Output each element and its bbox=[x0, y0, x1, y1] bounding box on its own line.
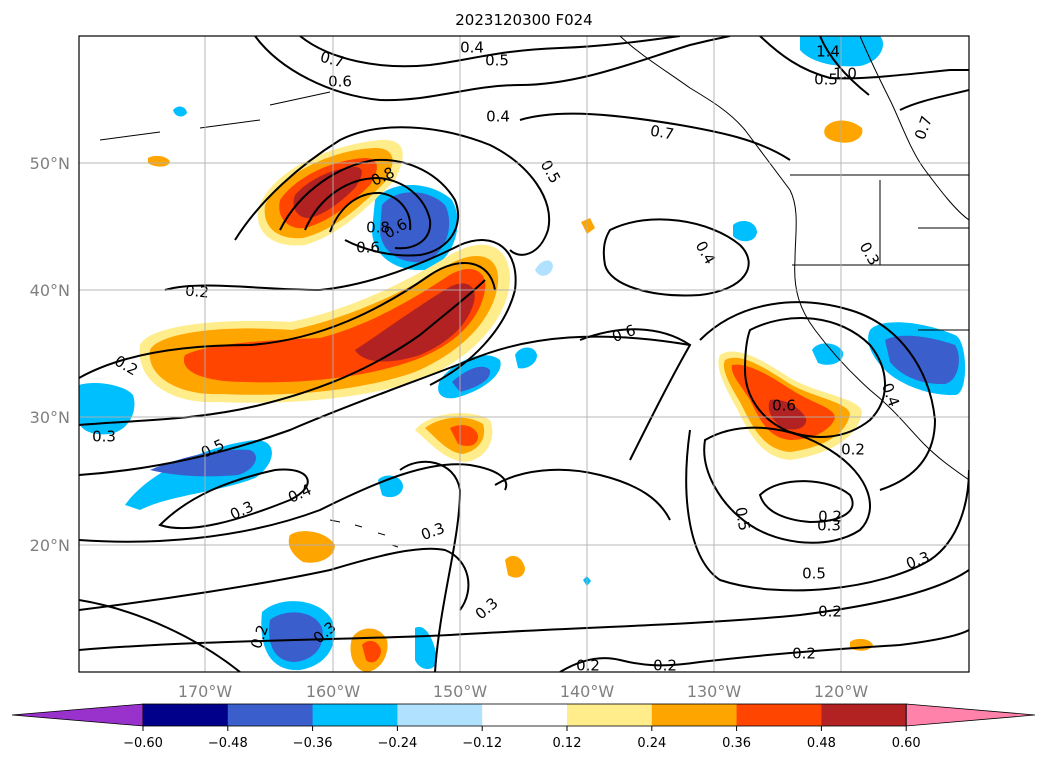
lon-label: 120°W bbox=[814, 682, 869, 701]
colorbar-tick-label: −0.36 bbox=[293, 736, 333, 751]
colorbar-tick-label: −0.60 bbox=[123, 736, 163, 751]
contour-label: 0.6 bbox=[772, 397, 796, 415]
lat-label: 30°N bbox=[30, 408, 70, 427]
lat-label: 20°N bbox=[30, 536, 70, 555]
colorbar: −0.60 −0.48 −0.36 −0.24 −0.12 0.12 0.24 0.36 0.4… bbox=[11, 703, 1036, 751]
colorbar-frame bbox=[142, 703, 907, 727]
colorbar-swatch bbox=[651, 704, 738, 726]
contour-label: 0.2 bbox=[653, 657, 677, 675]
colorbar-tick-label: −0.24 bbox=[377, 736, 417, 751]
contour-label: 0.6 bbox=[356, 239, 380, 257]
contour-label: 0.8 bbox=[366, 219, 390, 237]
colorbar-tick-label: −0.48 bbox=[208, 736, 248, 751]
contour-label: 0.2 bbox=[184, 281, 209, 301]
lat-label: 50°N bbox=[30, 154, 70, 173]
contour-label: 0.2 bbox=[792, 645, 816, 663]
contour-label: 0.3 bbox=[92, 428, 116, 446]
colorbar-extend-high bbox=[905, 703, 1036, 727]
colorbar-tick-label: 0.48 bbox=[807, 736, 836, 751]
contour-label: 0.3 bbox=[817, 517, 841, 535]
contour-label: 0.2 bbox=[818, 508, 842, 526]
contour-lines bbox=[79, 36, 969, 672]
colorbar-swatch bbox=[397, 704, 483, 726]
gridlines bbox=[79, 36, 969, 672]
contour-label: 0.7 bbox=[318, 48, 346, 72]
lon-label: 170°W bbox=[178, 682, 233, 701]
lon-label: 140°W bbox=[560, 682, 615, 701]
latitude-labels: 50°N 40°N 30°N 20°N bbox=[30, 154, 70, 555]
contour-label: 1.4 bbox=[816, 43, 840, 61]
colorbar-swatch bbox=[736, 704, 822, 726]
contour-label: 0.2 bbox=[841, 441, 865, 459]
colorbar-swatch bbox=[821, 704, 907, 726]
contour-label: 0.4 bbox=[486, 108, 510, 126]
colorbar-tick-label: 0.60 bbox=[892, 736, 921, 751]
coastlines bbox=[99, 36, 969, 548]
colorbar-extend-low bbox=[11, 703, 144, 727]
map-title: 2023120300 F024 bbox=[455, 11, 592, 29]
contour-label: 0.4 bbox=[460, 39, 484, 57]
colorbar-swatch bbox=[482, 704, 568, 726]
contour-label: 0.2 bbox=[576, 657, 600, 675]
contour-label: 0.5 bbox=[732, 506, 754, 533]
contour-label: 0.7 bbox=[649, 122, 676, 144]
colorbar-swatch bbox=[567, 704, 653, 726]
colorbar-swatch bbox=[312, 704, 398, 726]
lat-label: 40°N bbox=[30, 281, 70, 300]
contour-label: 1.0 bbox=[833, 65, 857, 83]
contour-label: 0.5 bbox=[814, 71, 838, 89]
colorbar-tick-label: 0.12 bbox=[553, 736, 582, 751]
lon-label: 130°W bbox=[687, 682, 742, 701]
map-panel: 0.70.40.50.61.41.00.80.50.40.7 0.70.50.80… bbox=[78, 35, 970, 675]
colorbar-tick-label: 0.24 bbox=[637, 736, 666, 751]
lon-label: 150°W bbox=[433, 682, 488, 701]
colorbar-tick-label: 0.36 bbox=[722, 736, 751, 751]
contour-label: 0.2 bbox=[818, 603, 842, 621]
colorbar-swatch bbox=[143, 704, 229, 726]
contour-label: 0.5 bbox=[485, 52, 509, 70]
colorbar-tick-label: −0.12 bbox=[462, 736, 502, 751]
colorbar-swatch bbox=[227, 704, 314, 726]
lon-label: 160°W bbox=[306, 682, 361, 701]
contour-label: 0.5 bbox=[802, 565, 826, 583]
longitude-labels: 170°W 160°W 150°W 140°W 130°W 120°W bbox=[178, 682, 869, 701]
map-frame bbox=[78, 35, 970, 673]
contour-label: 0.6 bbox=[328, 73, 352, 91]
